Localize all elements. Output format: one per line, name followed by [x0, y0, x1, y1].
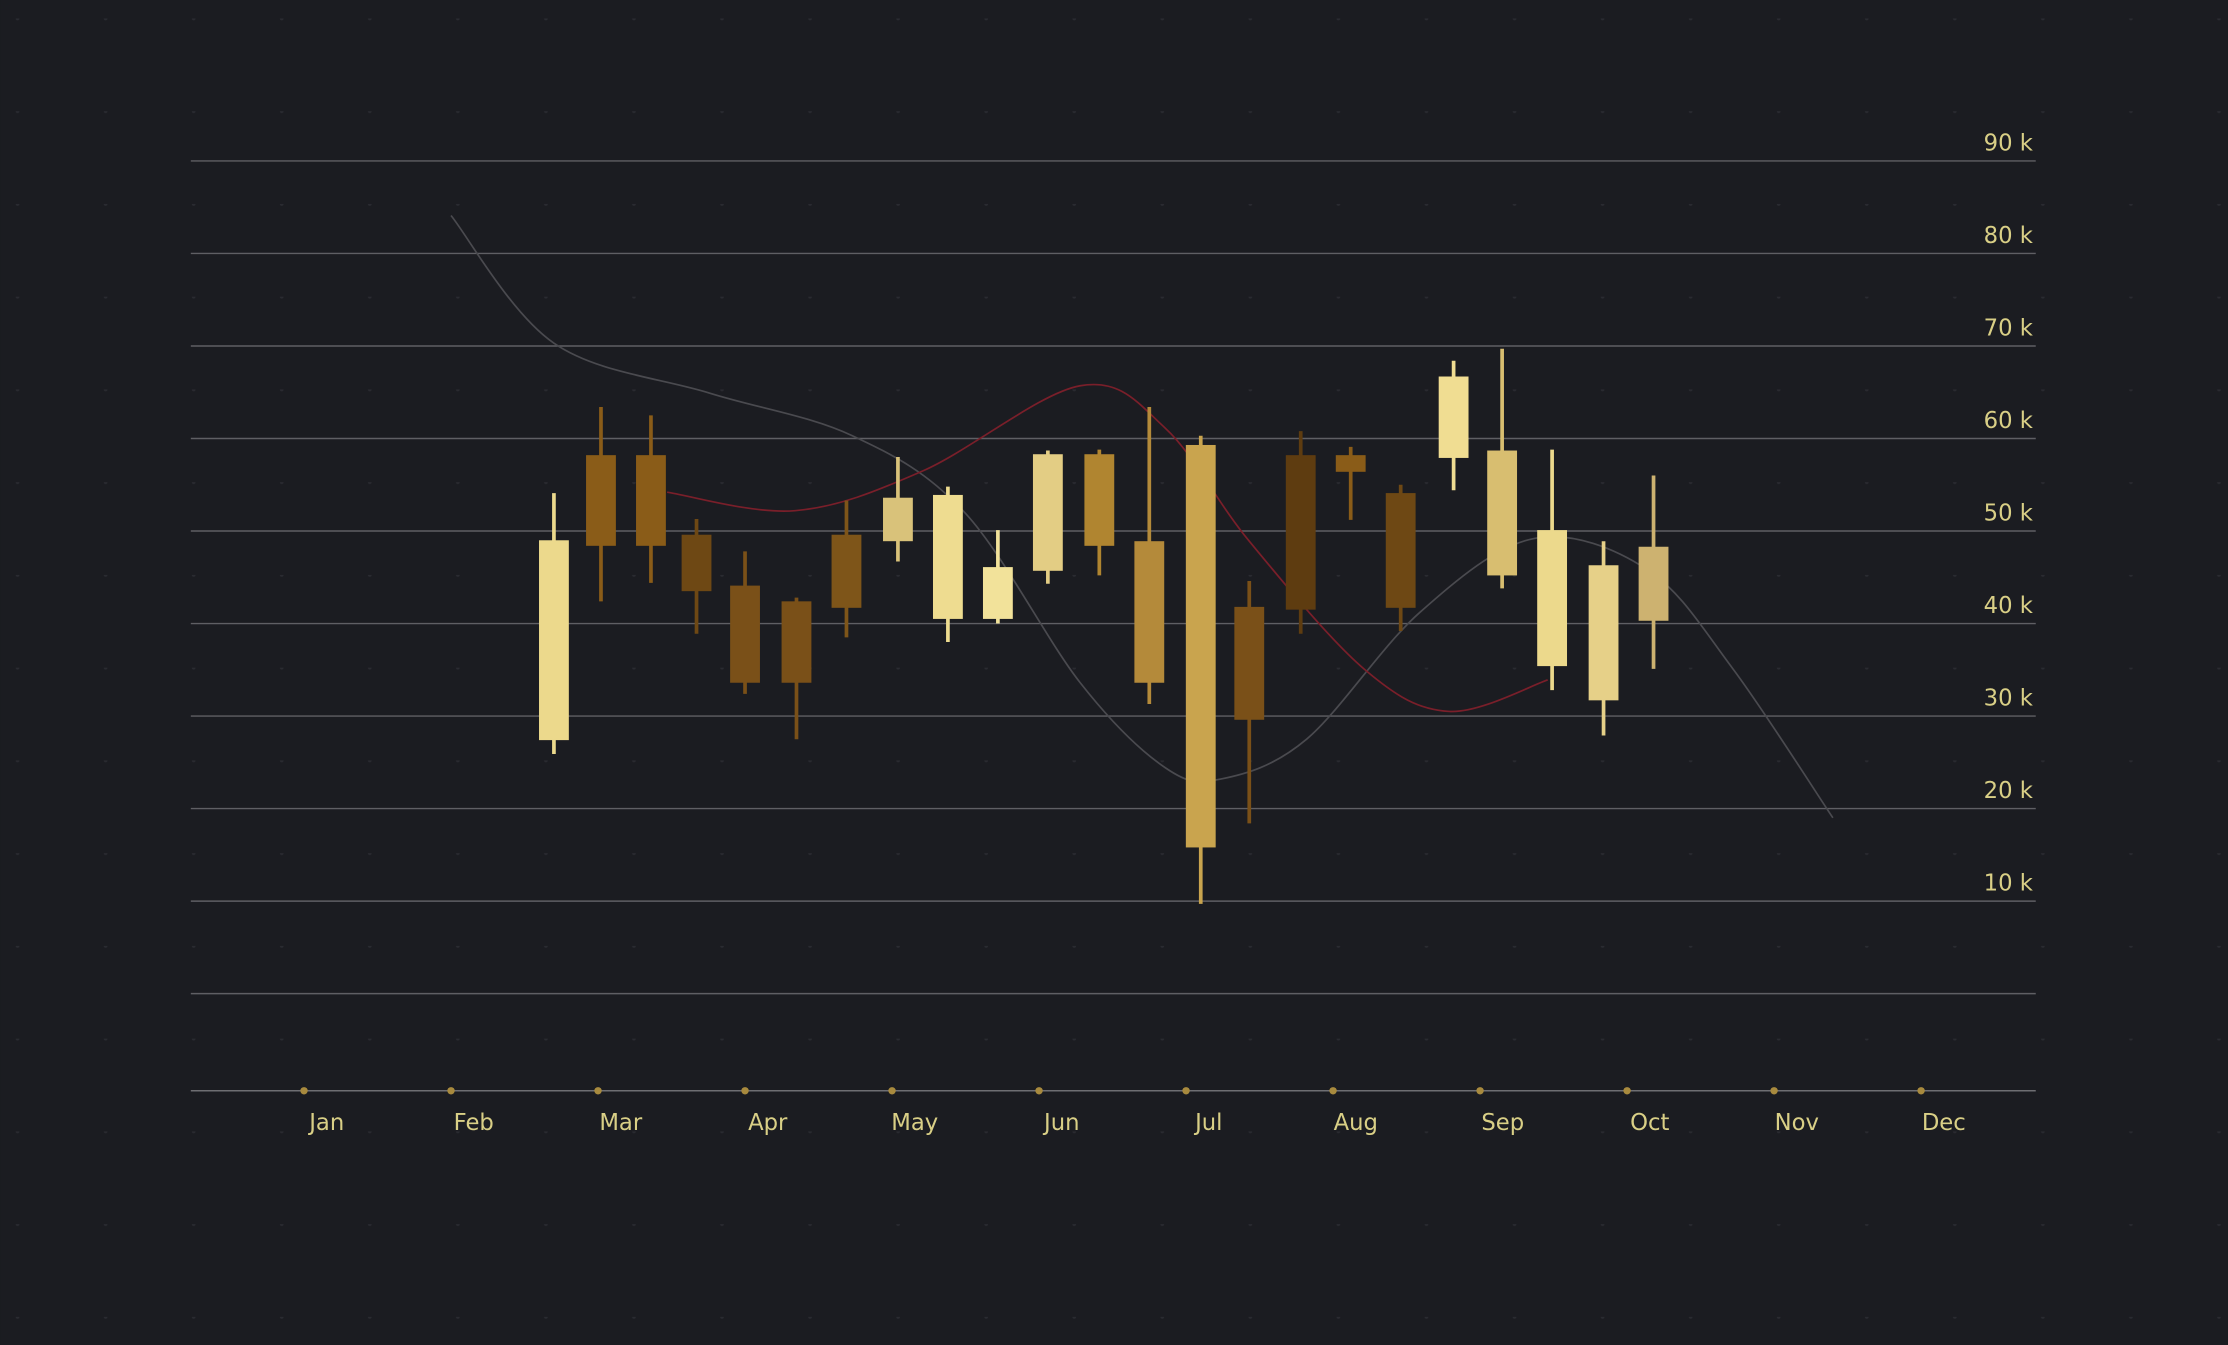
- x-tick-mark: [741, 1087, 749, 1095]
- y-tick-label: 70 k: [1984, 315, 2034, 341]
- x-tick-mark: [1623, 1087, 1631, 1095]
- x-tick-mark: [1329, 1087, 1337, 1095]
- x-tick-mark: [1182, 1087, 1190, 1095]
- candle-body: [539, 540, 569, 741]
- candle-body: [831, 534, 862, 608]
- candle-body: [1032, 454, 1063, 571]
- candle-body: [1438, 376, 1469, 458]
- candle-body: [1234, 606, 1265, 720]
- x-tick-label: Dec: [1922, 1110, 1966, 1136]
- x-tick-mark: [594, 1087, 602, 1095]
- y-tick-label: 80 k: [1984, 223, 2034, 249]
- x-tick-mark: [447, 1087, 455, 1095]
- x-tick-mark: [1770, 1087, 1778, 1095]
- x-tick-label: Nov: [1775, 1110, 1819, 1136]
- y-tick-label: 90 k: [1984, 130, 2034, 156]
- candle-body: [1385, 493, 1416, 608]
- x-tick-mark: [888, 1087, 896, 1095]
- x-tick-label: May: [891, 1110, 938, 1136]
- candle-body: [781, 601, 812, 683]
- x-tick-mark: [1035, 1087, 1043, 1095]
- y-tick-label: 60 k: [1984, 408, 2034, 434]
- candle-body: [1185, 444, 1216, 848]
- x-tick-label: Aug: [1334, 1110, 1378, 1136]
- candle-body: [1588, 565, 1619, 701]
- x-tick-label: Feb: [454, 1110, 494, 1136]
- overlay-line: [667, 383, 1548, 713]
- candle-body: [1134, 541, 1165, 683]
- candle-body: [1084, 454, 1115, 546]
- x-tick-label: Mar: [599, 1110, 643, 1136]
- x-tick-label: Jan: [307, 1110, 344, 1136]
- candle-body: [636, 455, 666, 546]
- candle-body: [1335, 455, 1366, 472]
- x-tick-label: Sep: [1481, 1110, 1524, 1136]
- x-tick-mark: [1476, 1087, 1484, 1095]
- y-tick-label: 10 k: [1984, 871, 2034, 897]
- x-tick-mark: [300, 1087, 308, 1095]
- candle-body: [932, 494, 963, 619]
- candle-body: [1285, 455, 1316, 610]
- x-tick-label: Apr: [748, 1110, 788, 1136]
- x-tick-label: Jul: [1193, 1110, 1222, 1136]
- candle-body: [681, 534, 712, 592]
- y-tick-label: 20 k: [1984, 778, 2034, 804]
- x-tick-mark: [1917, 1087, 1925, 1095]
- candle-body: [883, 497, 913, 542]
- candle-body: [730, 585, 760, 683]
- candle-body: [586, 455, 616, 546]
- candle-body: [1487, 450, 1518, 576]
- x-tick-label: Jun: [1042, 1110, 1080, 1136]
- candle-body: [1537, 530, 1568, 667]
- y-tick-label: 40 k: [1984, 593, 2034, 619]
- candle-body: [982, 567, 1013, 619]
- x-tick-label: Oct: [1630, 1110, 1669, 1136]
- y-tick-label: 30 k: [1984, 686, 2034, 712]
- y-tick-label: 50 k: [1984, 500, 2034, 526]
- candle-body: [1638, 546, 1669, 621]
